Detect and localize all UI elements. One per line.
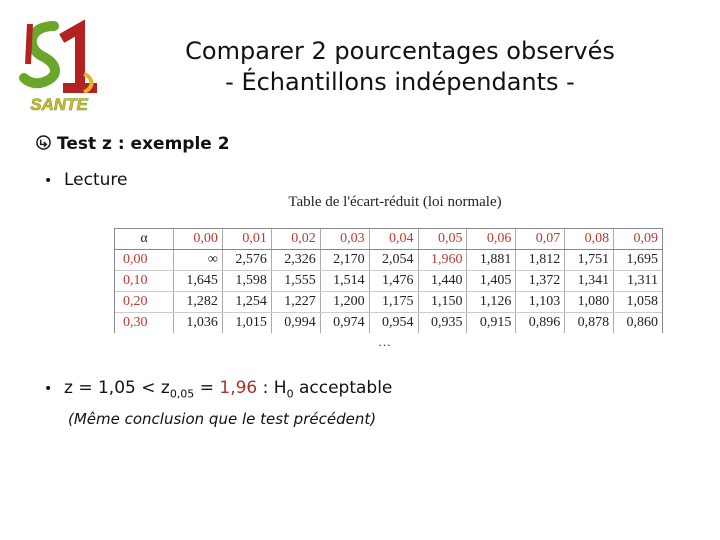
table-ellipsis: … [378,334,391,349]
table-cell: 0,878 [564,312,615,333]
bullet-lecture-text: Lecture [64,170,128,190]
bullet-dot: • [44,381,53,397]
table-cell: 1,254 [222,291,272,313]
table-cell: 1,695 [613,249,662,271]
conclusion-eq: = [194,378,220,398]
table-cell-highlight: 1,960 [418,249,468,271]
curved-arrow-icon [36,135,51,150]
table-cell: 1,341 [564,270,615,292]
s1-sante-logo: SANTE [19,19,97,114]
table-col-header: 0,07 [515,229,566,250]
table-cell: 0,935 [418,312,468,333]
conclusion-h-sub: 0 [286,387,294,401]
table-cell: 1,126 [466,291,517,313]
table-col-header: 0,06 [466,229,517,250]
table-cell: 1,036 [173,312,223,333]
table-cell: 2,576 [222,249,272,271]
table-cell: 1,751 [564,249,615,271]
table-col-header: 0,02 [271,229,321,250]
bullet-conclusion: • z = 1,05 < z0,05 = 1,96 : H0 acceptable [44,378,392,400]
bullet-lecture: • Lecture [44,170,128,190]
table-cell: 1,405 [466,270,517,292]
table-cell: 1,514 [320,270,370,292]
table-row: 0,30 1,036 1,015 0,994 0,974 0,954 0,935… [115,312,662,333]
table-cell: ∞ [173,249,223,271]
bullet-dot: • [44,173,53,189]
table-header-row: α 0,00 0,01 0,02 0,03 0,04 0,05 0,06 0,0… [115,229,662,250]
table-cell: 1,150 [418,291,468,313]
table-cell: 1,598 [222,270,272,292]
table-cell: 1,311 [613,270,662,292]
conclusion-suffix: acceptable [293,378,393,398]
table-cell: 1,103 [515,291,566,313]
table-cell: 2,170 [320,249,370,271]
table-col-header: 0,01 [222,229,272,250]
table-title: Table de l'écart-réduit (loi normale) [288,194,502,210]
section-heading: Test z : exemple 2 [36,134,230,154]
table-cell: 1,282 [173,291,223,313]
row-alpha: 0,00 [115,249,174,271]
table-col-header: 0,09 [613,229,662,250]
row-alpha: 0,20 [115,291,174,313]
section-label: Test z : exemple 2 [57,134,230,154]
row-alpha: 0,30 [115,312,174,333]
table-col-header: 0,08 [564,229,615,250]
row-alpha: 0,10 [115,270,174,292]
table-corner: α [115,229,174,250]
table-cell: 1,175 [369,291,419,313]
table-cell: 1,440 [418,270,468,292]
conclusion-mid: : H [257,378,287,398]
table-col-header: 0,00 [173,229,223,250]
table-col-header: 0,03 [320,229,370,250]
table-row: 0,00 ∞ 2,576 2,326 2,170 2,054 1,960 1,8… [115,249,662,271]
conclusion-prefix: z = 1,05 < z [64,378,170,398]
table-cell: 1,881 [466,249,517,271]
table-cell: 0,860 [613,312,662,333]
table-cell: 1,200 [320,291,370,313]
table-cell: 0,994 [271,312,321,333]
table-cell: 1,555 [271,270,321,292]
table-cell: 0,954 [369,312,419,333]
normal-table: α 0,00 0,01 0,02 0,03 0,04 0,05 0,06 0,0… [114,228,663,333]
table-cell: 2,326 [271,249,321,271]
title-line-1: Comparer 2 pourcentages observés [185,37,615,65]
conclusion-value: 1,96 [219,378,258,398]
title-line-2: - Échantillons indépendants - [225,68,575,96]
table-cell: 1,080 [564,291,615,313]
conclusion-note: (Même conclusion que le test précédent) [68,410,377,428]
table-col-header: 0,04 [369,229,419,250]
table-cell: 2,054 [369,249,419,271]
table-row: 0,20 1,282 1,254 1,227 1,200 1,175 1,150… [115,291,662,313]
table-col-header: 0,05 [418,229,468,250]
table-row: 0,10 1,645 1,598 1,555 1,514 1,476 1,440… [115,270,662,292]
table-cell: 0,915 [466,312,517,333]
slide-title: Comparer 2 pourcentages observés - Échan… [150,36,650,98]
table-cell: 1,476 [369,270,419,292]
table-cell: 1,015 [222,312,272,333]
table-cell: 1,227 [271,291,321,313]
table-cell: 1,812 [515,249,566,271]
table-cell: 1,058 [613,291,662,313]
logo-text: SANTE [30,95,88,114]
table-cell: 1,372 [515,270,566,292]
table-cell: 0,974 [320,312,370,333]
table-cell: 1,645 [173,270,223,292]
table-cell: 0,896 [515,312,566,333]
conclusion-sub: 0,05 [169,387,195,401]
